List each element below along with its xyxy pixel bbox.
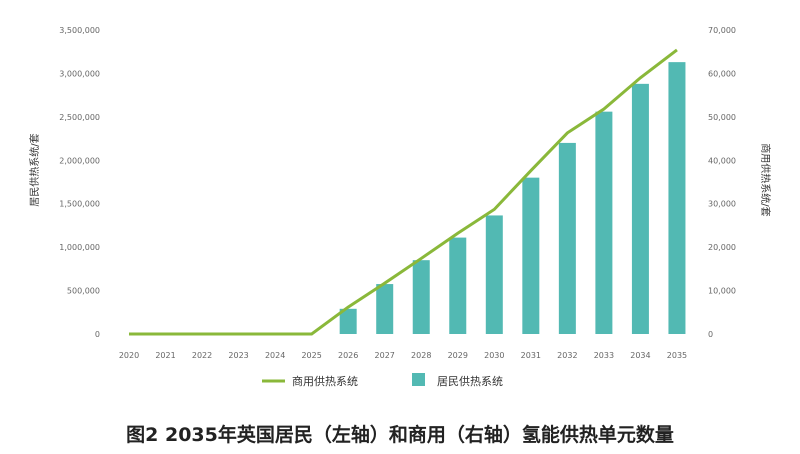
x-tick-label: 2020 bbox=[119, 351, 139, 360]
y-right-tick-label: 40,000 bbox=[708, 156, 736, 165]
y-right-tick-label: 20,000 bbox=[708, 243, 736, 252]
x-tick-label: 2024 bbox=[265, 351, 285, 360]
y-right-tick-label: 50,000 bbox=[708, 113, 736, 122]
y-left-axis-label: 居民供热系统/套 bbox=[28, 133, 41, 206]
bar-2027 bbox=[376, 284, 394, 334]
legend-bar-swatch bbox=[412, 373, 425, 386]
bar-2034 bbox=[631, 83, 649, 334]
x-tick-label: 2032 bbox=[557, 351, 577, 360]
x-tick-label: 2035 bbox=[667, 351, 687, 360]
x-tick-label: 2031 bbox=[521, 351, 541, 360]
y-left-tick-label: 500,000 bbox=[67, 287, 100, 296]
bar-2030 bbox=[485, 215, 503, 334]
y-right-tick-label: 60,000 bbox=[708, 69, 736, 78]
bar-2028 bbox=[412, 260, 430, 334]
y-left-tick-label: 3,000,000 bbox=[59, 69, 100, 78]
y-left-tick-label: 2,000,000 bbox=[59, 156, 100, 165]
legend-line-label: 商用供热系统 bbox=[292, 374, 358, 388]
line-commercial bbox=[129, 48, 678, 336]
y-left-tick-label: 3,500,000 bbox=[59, 26, 100, 35]
x-tick-label: 2029 bbox=[448, 351, 468, 360]
y-right-tick-label: 10,000 bbox=[708, 287, 736, 296]
y-left-tick-label: 0 bbox=[95, 330, 100, 339]
chart: 0 500,000 1,000,000 1,500,000 2,000,000 2,500… bbox=[28, 26, 772, 388]
y-right-tick-label: 70,000 bbox=[708, 26, 736, 35]
x-tick-label: 2030 bbox=[484, 351, 504, 360]
bar-2035 bbox=[668, 62, 686, 334]
y-right-axis-label: 商用供热系统/套 bbox=[759, 143, 772, 216]
x-tick-label: 2025 bbox=[301, 351, 321, 360]
bar-2031 bbox=[522, 177, 540, 334]
chart-title: 图2 2035年英国居民（左轴）和商用（右轴）氢能供热单元数量 bbox=[126, 424, 674, 446]
x-tick-label: 2033 bbox=[594, 351, 614, 360]
x-tick-label: 2021 bbox=[155, 351, 175, 360]
y-left-tick-label: 1,000,000 bbox=[59, 243, 100, 252]
y-left-tick-label: 2,500,000 bbox=[59, 113, 100, 122]
x-tick-label: 2027 bbox=[375, 351, 395, 360]
x-tick-label: 2028 bbox=[411, 351, 431, 360]
bar-2032 bbox=[558, 142, 576, 334]
x-tick-label: 2022 bbox=[192, 351, 212, 360]
legend-bar-label: 居民供热系统 bbox=[437, 374, 503, 388]
y-right-tick-label: 0 bbox=[708, 330, 713, 339]
y-right-tick-label: 30,000 bbox=[708, 200, 736, 209]
bar-2029 bbox=[449, 237, 467, 334]
bar-2026 bbox=[339, 308, 357, 334]
y-left-tick-label: 1,500,000 bbox=[59, 200, 100, 209]
x-tick-label: 2023 bbox=[228, 351, 248, 360]
x-tick-label: 2034 bbox=[630, 351, 650, 360]
bar-2033 bbox=[595, 111, 613, 334]
x-tick-label: 2026 bbox=[338, 351, 358, 360]
